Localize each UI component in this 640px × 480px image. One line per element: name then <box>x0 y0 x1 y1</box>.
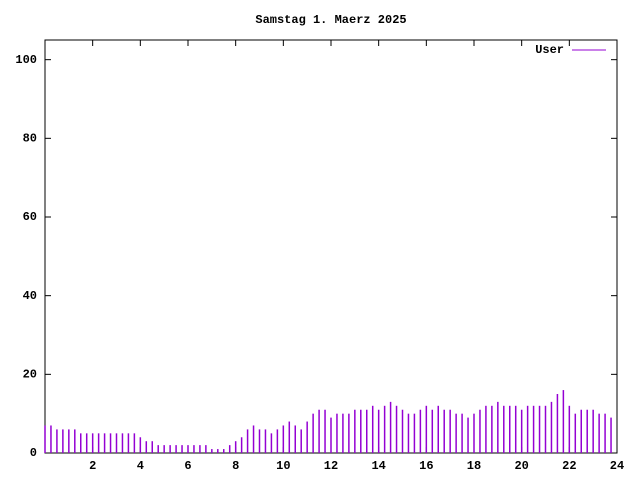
legend-label: User <box>535 43 564 57</box>
y-tick-label: 60 <box>23 210 37 224</box>
x-tick-label: 10 <box>276 459 290 473</box>
chart-title: Samstag 1. Maerz 2025 <box>255 13 406 27</box>
y-tick-label: 40 <box>23 289 37 303</box>
y-tick-label: 100 <box>15 53 37 67</box>
x-tick-label: 16 <box>419 459 433 473</box>
y-tick-label: 0 <box>30 446 37 460</box>
x-tick-label: 6 <box>184 459 191 473</box>
x-tick-label: 20 <box>514 459 528 473</box>
x-tick-label: 8 <box>232 459 239 473</box>
x-tick-label: 22 <box>562 459 576 473</box>
x-tick-label: 14 <box>371 459 385 473</box>
x-tick-label: 12 <box>324 459 338 473</box>
x-tick-label: 18 <box>467 459 481 473</box>
y-tick-label: 20 <box>23 368 37 382</box>
x-tick-label: 24 <box>610 459 624 473</box>
x-tick-label: 2 <box>89 459 96 473</box>
y-tick-label: 80 <box>23 132 37 146</box>
x-tick-label: 4 <box>137 459 144 473</box>
